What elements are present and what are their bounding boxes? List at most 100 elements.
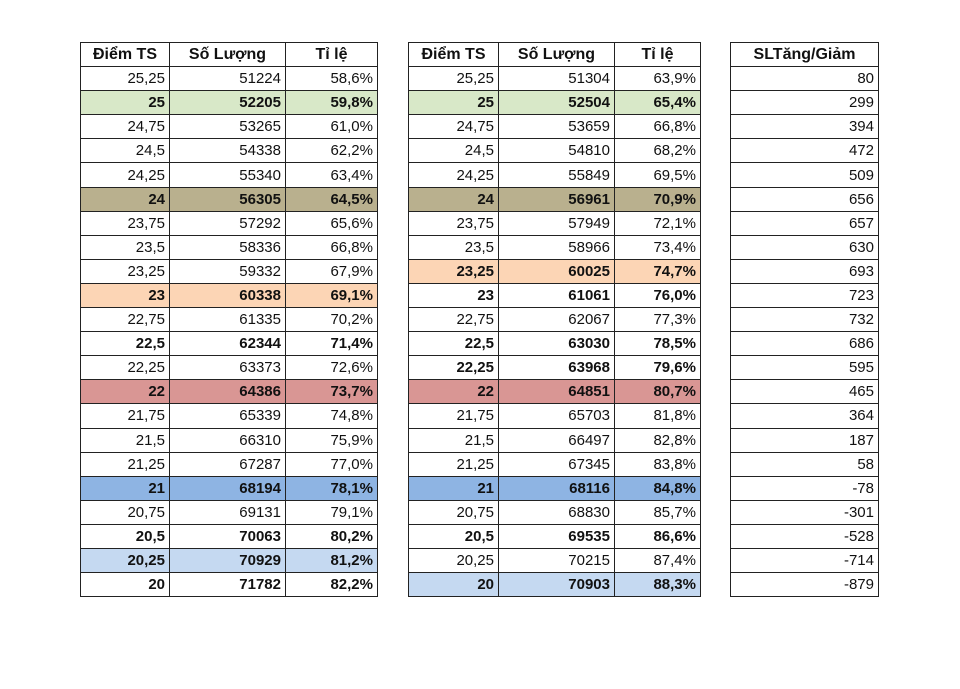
table-row: 23,5 58966 73,4% [408,234,701,260]
table-row: 24 56305 64,5% [80,186,378,212]
count-cell: 64386 [169,379,286,405]
change-cell: 595 [730,355,879,381]
score-cell: 20,25 [80,547,170,574]
score-cell: 21,25 [80,451,170,477]
change-cell: -301 [730,499,879,525]
table-row: 21,5 66497 82,8% [408,427,701,453]
count-cell: 57292 [169,210,286,236]
table-row: 595 [730,355,879,381]
score-cell: 20,5 [408,523,499,549]
ratio-cell: 73,4% [614,234,701,260]
table-row: 723 [730,282,879,309]
count-cell: 53265 [169,114,286,140]
count-cell: 68194 [169,475,286,501]
ratio-cell: 63,9% [614,66,701,92]
table-row: 21 68194 78,1% [80,475,378,501]
ratio-cell: 79,6% [614,355,701,381]
score-cell: 20 [408,572,499,598]
count-cell: 71782 [169,572,286,598]
ratio-cell: 87,4% [614,547,701,574]
ratio-cell: 81,8% [614,403,701,429]
table-row: 25,25 51224 58,6% [80,66,378,92]
table-header-row: SLTăng/Giảm [730,41,879,68]
change-cell: 630 [730,234,879,260]
score-cell: 24,75 [80,114,170,140]
table-row: 24,5 54338 62,2% [80,138,378,164]
change-table: SLTăng/Giảm 80 299 394 472 509 656 657 630 693 72… [730,41,879,598]
table-row: 20 71782 82,2% [80,572,378,598]
score-cell: 23 [80,282,170,309]
ratio-cell: 81,2% [285,547,378,574]
ratio-cell: 78,5% [614,331,701,357]
count-cell: 60025 [498,258,615,284]
score-cell: 22,25 [80,355,170,381]
ratio-cell: 65,4% [614,90,701,116]
score-cell: 21 [80,475,170,501]
score-cell: 24,25 [408,162,499,188]
change-cell: -714 [730,547,879,574]
ratio-cell: 79,1% [285,499,378,525]
change-cell: 187 [730,427,879,453]
table-row: 23,25 60025 74,7% [408,258,701,284]
count-cell: 70063 [169,523,286,549]
table-row: 21,75 65339 74,8% [80,403,378,429]
count-cell: 66310 [169,427,286,453]
table-row: 58 [730,451,879,477]
table-row: 22,5 62344 71,4% [80,331,378,357]
count-cell: 56961 [498,186,615,212]
count-cell: 51224 [169,66,286,92]
count-cell: 59332 [169,258,286,284]
table-row: 23 60338 69,1% [80,282,378,309]
ratio-cell: 76,0% [614,282,701,309]
ratio-cell: 66,8% [614,114,701,140]
score-cell: 22 [80,379,170,405]
table-row: 21,25 67345 83,8% [408,451,701,477]
table-row: 22,25 63373 72,6% [80,355,378,381]
change-cell: 299 [730,90,879,116]
change-cell: 693 [730,258,879,284]
change-cell: 364 [730,403,879,429]
ratio-cell: 85,7% [614,499,701,525]
score-cell: 23,25 [80,258,170,284]
score-cell: 25,25 [408,66,499,92]
change-cell: -879 [730,572,879,598]
score-table-1: Điểm TS Số Lượng Tỉ lệ 25,25 51224 58,6% 25… [80,41,378,598]
table-row: 80 [730,66,879,92]
count-cell: 55849 [498,162,615,188]
ratio-cell: 66,8% [285,234,378,260]
table-row: 20,75 68830 85,7% [408,499,701,525]
score-cell: 21,75 [408,403,499,429]
table-row: 23,25 59332 67,9% [80,258,378,284]
change-cell: 509 [730,162,879,188]
count-cell: 65339 [169,403,286,429]
ratio-cell: 78,1% [285,475,378,501]
table-row: 24,5 54810 68,2% [408,138,701,164]
table-row: 22,75 61335 70,2% [80,307,378,333]
count-cell: 69131 [169,499,286,525]
ratio-cell: 70,9% [614,186,701,212]
change-cell: 686 [730,331,879,357]
header-ti-le: Tỉ lệ [614,41,701,68]
count-cell: 52504 [498,90,615,116]
count-cell: 68830 [498,499,615,525]
table-row: 21,75 65703 81,8% [408,403,701,429]
header-diem-ts: Điểm TS [80,41,170,68]
score-table-2: Điểm TS Số Lượng Tỉ lệ 25,25 51304 63,9% 25… [408,41,701,598]
table-row: 23,75 57292 65,6% [80,210,378,236]
count-cell: 62067 [498,307,615,333]
table-row: 24,25 55849 69,5% [408,162,701,188]
score-cell: 23 [408,282,499,309]
table-row: -301 [730,499,879,525]
count-cell: 66497 [498,427,615,453]
ratio-cell: 65,6% [285,210,378,236]
header-so-luong: Số Lượng [498,41,615,68]
table-row: 630 [730,234,879,260]
score-cell: 23,75 [80,210,170,236]
score-cell: 22,75 [408,307,499,333]
count-cell: 70903 [498,572,615,598]
table-row: 394 [730,114,879,140]
ratio-cell: 73,7% [285,379,378,405]
table-row: 25 52205 59,8% [80,90,378,116]
count-cell: 67345 [498,451,615,477]
count-cell: 58336 [169,234,286,260]
